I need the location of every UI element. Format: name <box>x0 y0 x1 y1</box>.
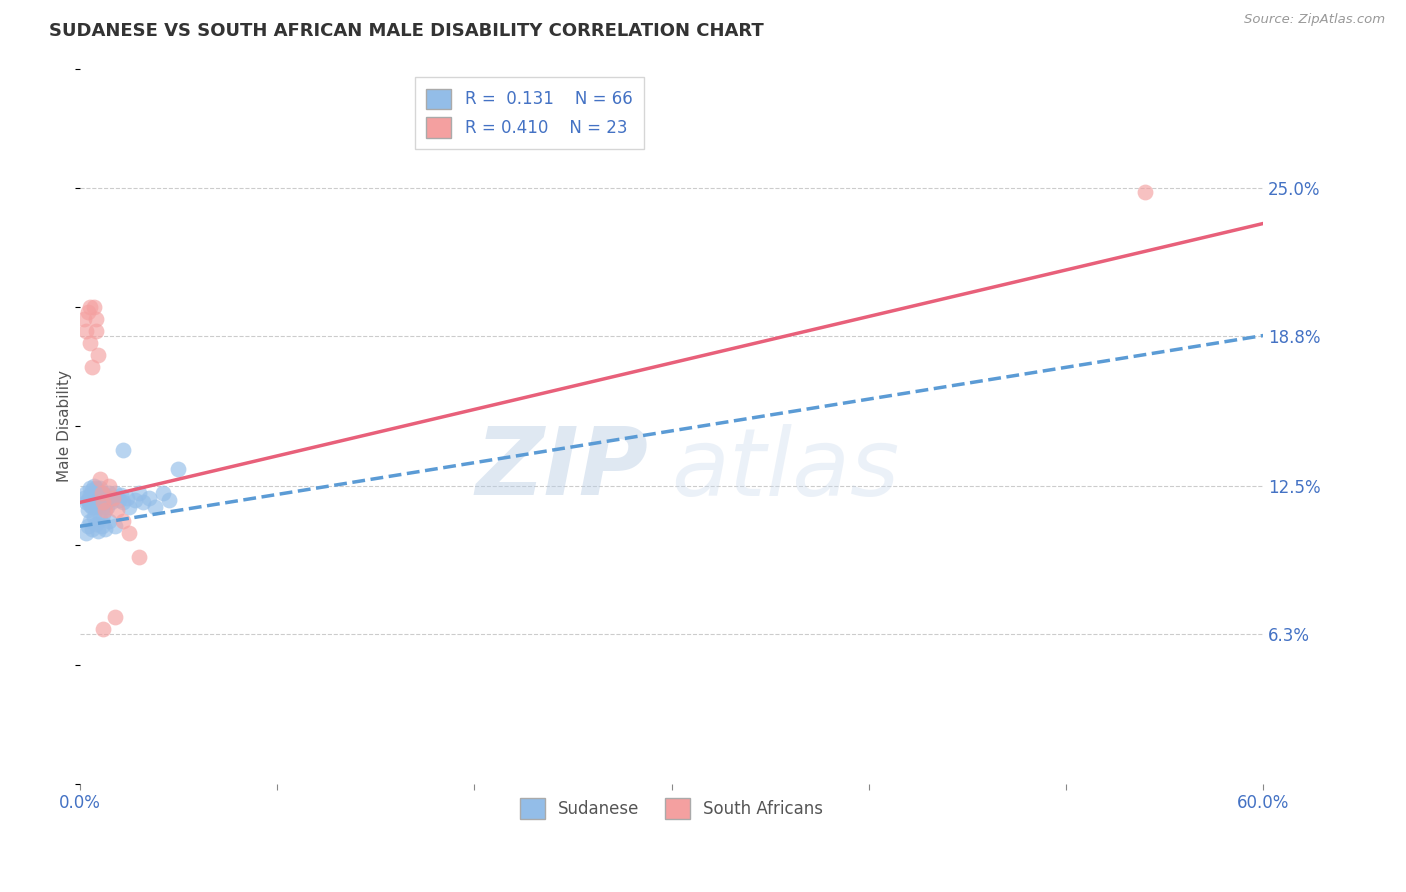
Point <box>94 488 117 502</box>
Point <box>98 515 121 529</box>
Text: atlas: atlas <box>672 424 900 515</box>
Point <box>86 348 108 362</box>
Point <box>104 610 127 624</box>
Point <box>83 479 105 493</box>
Point <box>103 491 125 505</box>
Point <box>104 486 127 500</box>
Point <box>94 502 117 516</box>
Point <box>93 508 115 522</box>
Point <box>96 491 118 505</box>
Point <box>83 509 105 524</box>
Point <box>167 462 190 476</box>
Point <box>89 472 111 486</box>
Point <box>103 491 125 505</box>
Point <box>90 486 112 500</box>
Point <box>112 515 135 529</box>
Text: SUDANESE VS SOUTH AFRICAN MALE DISABILITY CORRELATION CHART: SUDANESE VS SOUTH AFRICAN MALE DISABILIT… <box>49 22 763 40</box>
Point <box>98 493 121 508</box>
Point <box>118 500 141 515</box>
Point <box>157 493 180 508</box>
Point <box>79 300 101 314</box>
Point <box>80 483 103 498</box>
Point <box>76 304 98 318</box>
Point <box>104 519 127 533</box>
Point <box>94 495 117 509</box>
Point <box>93 495 115 509</box>
Point <box>89 512 111 526</box>
Point <box>93 500 115 515</box>
Point <box>73 491 96 505</box>
Point <box>89 481 111 495</box>
Point <box>83 300 105 314</box>
Point <box>86 491 108 505</box>
Point <box>79 481 101 495</box>
Point <box>100 495 122 509</box>
Point <box>84 481 107 495</box>
Point <box>90 495 112 509</box>
Point <box>80 522 103 536</box>
Point <box>76 493 98 508</box>
Legend: Sudanese, South Africans: Sudanese, South Africans <box>513 792 830 825</box>
Point <box>86 524 108 538</box>
Point <box>79 488 101 502</box>
Point <box>84 311 107 326</box>
Point <box>89 493 111 508</box>
Point <box>84 324 107 338</box>
Point <box>79 515 101 529</box>
Point <box>75 495 97 509</box>
Point <box>93 622 115 636</box>
Point <box>143 500 166 515</box>
Point <box>110 488 132 502</box>
Point <box>86 486 108 500</box>
Point <box>80 491 103 505</box>
Y-axis label: Male Disability: Male Disability <box>58 370 72 483</box>
Point <box>79 498 101 512</box>
Point <box>84 500 107 515</box>
Point <box>105 502 128 516</box>
Point <box>93 493 115 508</box>
Point <box>86 495 108 509</box>
Point <box>98 486 121 500</box>
Point <box>83 486 105 500</box>
Point <box>73 311 96 326</box>
Point <box>79 335 101 350</box>
Point <box>132 495 155 509</box>
Point <box>124 493 146 508</box>
Point <box>90 519 112 533</box>
Text: ZIP: ZIP <box>475 423 648 515</box>
Point <box>80 500 103 515</box>
Point <box>118 526 141 541</box>
Point <box>75 324 97 338</box>
Point <box>152 486 174 500</box>
Point <box>94 522 117 536</box>
Point <box>128 550 150 565</box>
Point <box>128 486 150 500</box>
Point <box>1133 186 1156 200</box>
Point <box>138 491 160 505</box>
Point <box>108 493 131 508</box>
Point <box>84 493 107 508</box>
Point <box>76 502 98 516</box>
Point <box>89 498 111 512</box>
Point <box>76 519 98 533</box>
Point <box>115 491 138 505</box>
Point <box>112 442 135 457</box>
Point <box>75 526 97 541</box>
Point <box>90 491 112 505</box>
Point <box>89 488 111 502</box>
Point <box>80 359 103 374</box>
Point <box>84 516 107 531</box>
Point <box>83 495 105 509</box>
Point <box>112 495 135 509</box>
Point <box>90 486 112 500</box>
Text: Source: ZipAtlas.com: Source: ZipAtlas.com <box>1244 13 1385 27</box>
Point <box>84 488 107 502</box>
Point <box>75 486 97 500</box>
Point <box>96 500 118 515</box>
Point <box>98 479 121 493</box>
